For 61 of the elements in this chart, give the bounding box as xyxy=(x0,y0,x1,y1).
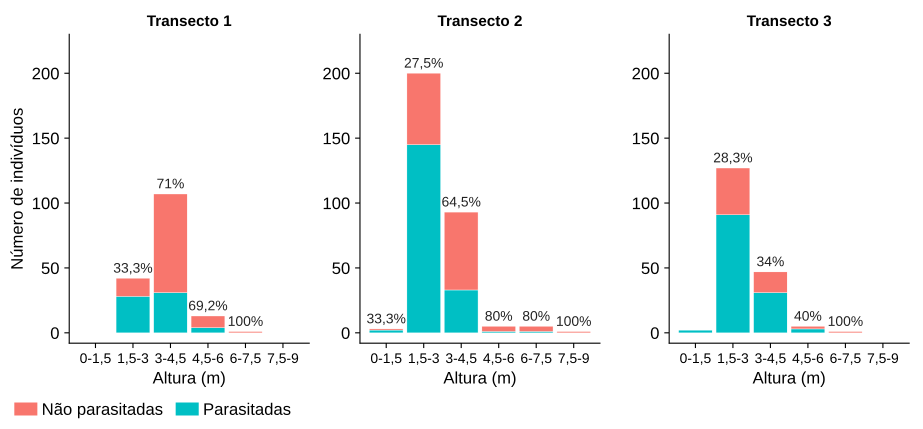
bar xyxy=(678,330,713,334)
x-tick-label: 3-4,5 xyxy=(155,353,186,365)
annotation: 33,3% xyxy=(114,262,152,274)
x-tick-label: 7,5-9 xyxy=(868,353,898,365)
annotation: 27,5% xyxy=(404,58,443,70)
annotation: 100% xyxy=(828,316,863,326)
legend-label: Parasitadas xyxy=(204,402,290,415)
y-tick-label: 100 xyxy=(324,197,350,210)
y-tick-label: 0 xyxy=(342,327,350,340)
y-tick-label: 50 xyxy=(642,262,659,274)
y-tick-label: 200 xyxy=(323,68,350,80)
legend-label: Não parasitadas xyxy=(43,402,162,418)
y-tick-label: 50 xyxy=(332,262,350,274)
y-tick-label: 200 xyxy=(32,68,59,80)
x-tick-label: 6-7,5 xyxy=(830,353,861,365)
x-tick-label: 1,5-3 xyxy=(718,353,748,365)
y-tick-label: 150 xyxy=(324,132,350,144)
x-tick-label: 4,5-6 xyxy=(192,353,224,365)
annotation: 34% xyxy=(757,256,784,266)
annotation: 40% xyxy=(794,310,822,321)
y-tick-label: 100 xyxy=(632,197,659,210)
x-tick-label: 4,5-6 xyxy=(792,353,824,365)
x-tick-label: 7,5-9 xyxy=(268,353,298,365)
annotation: 64,5% xyxy=(442,196,480,208)
x-tick-label: 0-1,5 xyxy=(80,353,111,365)
x-tick-label: 6-7,5 xyxy=(230,353,261,365)
annotation: 80% xyxy=(522,310,550,321)
y-tick-label: 0 xyxy=(50,327,59,340)
x-tick-label: 0-1,5 xyxy=(370,353,402,365)
y-tick-label: 100 xyxy=(32,197,59,210)
x-tick-label: 6-7,5 xyxy=(521,353,552,365)
bar xyxy=(482,326,516,332)
chart-title: Transecto 1 xyxy=(146,15,232,26)
annotation: 33,3% xyxy=(367,314,406,326)
annotation: 69,2% xyxy=(188,300,228,312)
x-tick-label: 7,5-9 xyxy=(558,353,589,365)
annotation: 100% xyxy=(228,316,263,326)
annotation: 71% xyxy=(157,178,184,188)
x-axis-title: Altura (m) xyxy=(752,371,825,387)
x-tick-label: 3-4,5 xyxy=(755,353,786,365)
x-tick-label: 3-4,5 xyxy=(446,353,476,365)
y-tick-label: 50 xyxy=(42,262,59,274)
y-tick-label: 0 xyxy=(650,327,659,340)
y-tick-label: 200 xyxy=(632,68,659,80)
x-axis-title: Altura (m) xyxy=(443,371,516,387)
bar xyxy=(790,328,825,334)
annotation: 100% xyxy=(557,316,591,326)
x-tick-label: 4,5-6 xyxy=(483,353,514,365)
x-tick-label: 0-1,5 xyxy=(680,353,711,365)
bar xyxy=(519,326,554,332)
x-tick-label: 1,5-3 xyxy=(118,353,148,365)
chart-title: Transecto 2 xyxy=(438,15,522,26)
bar xyxy=(790,326,825,330)
y-tick-label: 150 xyxy=(32,132,59,144)
y-tick-label: 150 xyxy=(632,132,659,144)
annotation: 28,3% xyxy=(714,152,752,164)
x-axis-title: Altura (m) xyxy=(152,371,225,387)
annotation: 80% xyxy=(485,310,512,321)
y-axis-title: Número de indivíduos xyxy=(10,108,23,268)
x-tick-label: 1,5-3 xyxy=(408,353,439,365)
chart-title: Transecto 3 xyxy=(746,15,832,26)
